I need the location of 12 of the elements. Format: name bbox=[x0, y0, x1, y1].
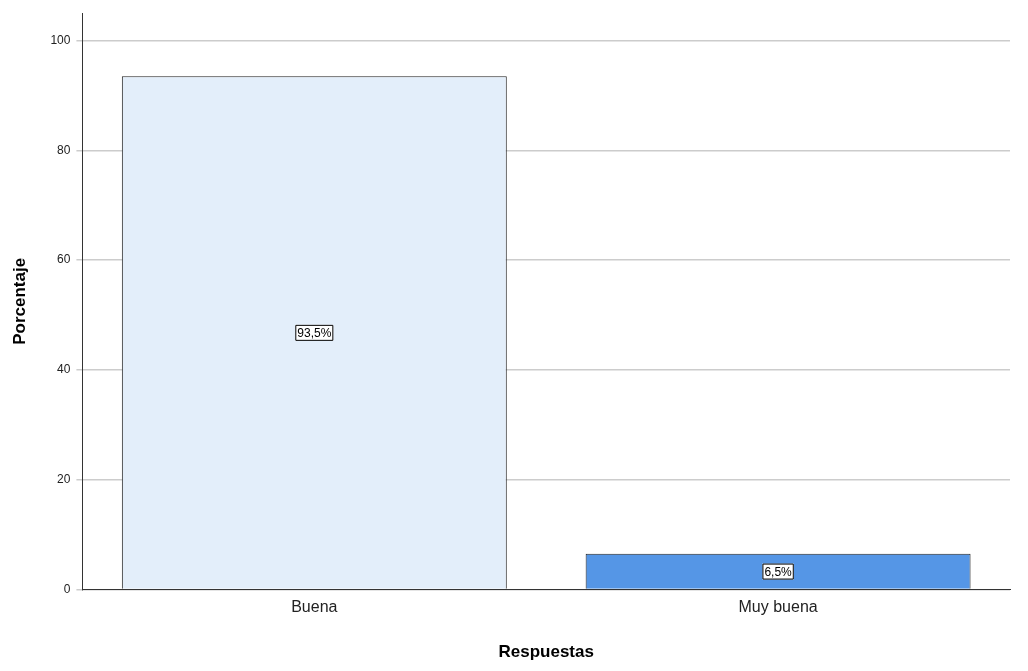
x-tick-label: Muy buena bbox=[738, 598, 818, 616]
y-axis-title: Porcentaje bbox=[9, 257, 29, 345]
x-tick-label: Buena bbox=[291, 598, 338, 616]
data-label: 93,5% bbox=[297, 326, 332, 341]
y-tick-label: 100 bbox=[50, 32, 71, 47]
data-label: 6,5% bbox=[764, 564, 793, 579]
x-axis-title: Respuestas bbox=[498, 642, 594, 662]
y-tick-label: 40 bbox=[57, 362, 71, 377]
y-tick-label: 0 bbox=[63, 581, 71, 596]
y-tick-label: 60 bbox=[57, 252, 71, 267]
y-tick-label: 20 bbox=[57, 471, 71, 486]
y-tick-label: 80 bbox=[57, 142, 71, 157]
